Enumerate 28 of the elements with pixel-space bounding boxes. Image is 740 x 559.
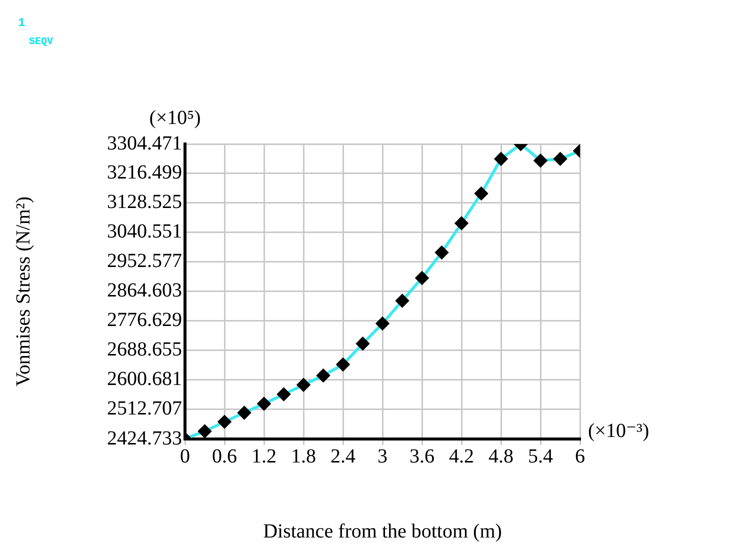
y-tick-label: 3128.525: [107, 191, 182, 214]
x-tick-label: 0.6: [212, 445, 237, 468]
text: SEQV: [29, 37, 54, 48]
y-tick-label: 3216.499: [107, 162, 182, 184]
x-tick-label: 4.2: [449, 445, 474, 468]
y-tick-label: 3304.471: [107, 132, 182, 154]
x-axis-title: Distance from the bottom (m): [263, 520, 502, 542]
text: (×10⁻³): [588, 420, 650, 442]
x-tick-label: 1.8: [291, 445, 316, 468]
x-tick-label: 4.8: [488, 445, 514, 468]
x-tick-label: 3.6: [410, 445, 434, 468]
text: (×10⁵): [149, 107, 201, 129]
x-tick-label: 1.2: [252, 445, 276, 468]
x-tick-label: 5.4: [528, 445, 553, 468]
y-tick-label: 3040.551: [107, 220, 182, 243]
x-tick-label: 2.4: [330, 445, 356, 468]
x-tick-label: 6: [575, 445, 585, 468]
y-tick-label: 2864.603: [107, 280, 182, 302]
y-tick-label: 2688.655: [107, 338, 182, 361]
text: 1: [18, 16, 26, 30]
y-tick-label: 2600.681: [107, 368, 182, 390]
x-tick-label: 0: [180, 445, 190, 468]
x-tick-label: 3: [378, 445, 388, 468]
y-tick-label: 2952.577: [107, 250, 182, 272]
y-tick-label: 2512.707: [107, 398, 182, 420]
y-tick-label: 2424.733: [107, 427, 182, 450]
y-tick-label: 2776.629: [107, 309, 182, 332]
y-axis-title: Vonmises Stress (N/m²): [12, 196, 34, 387]
